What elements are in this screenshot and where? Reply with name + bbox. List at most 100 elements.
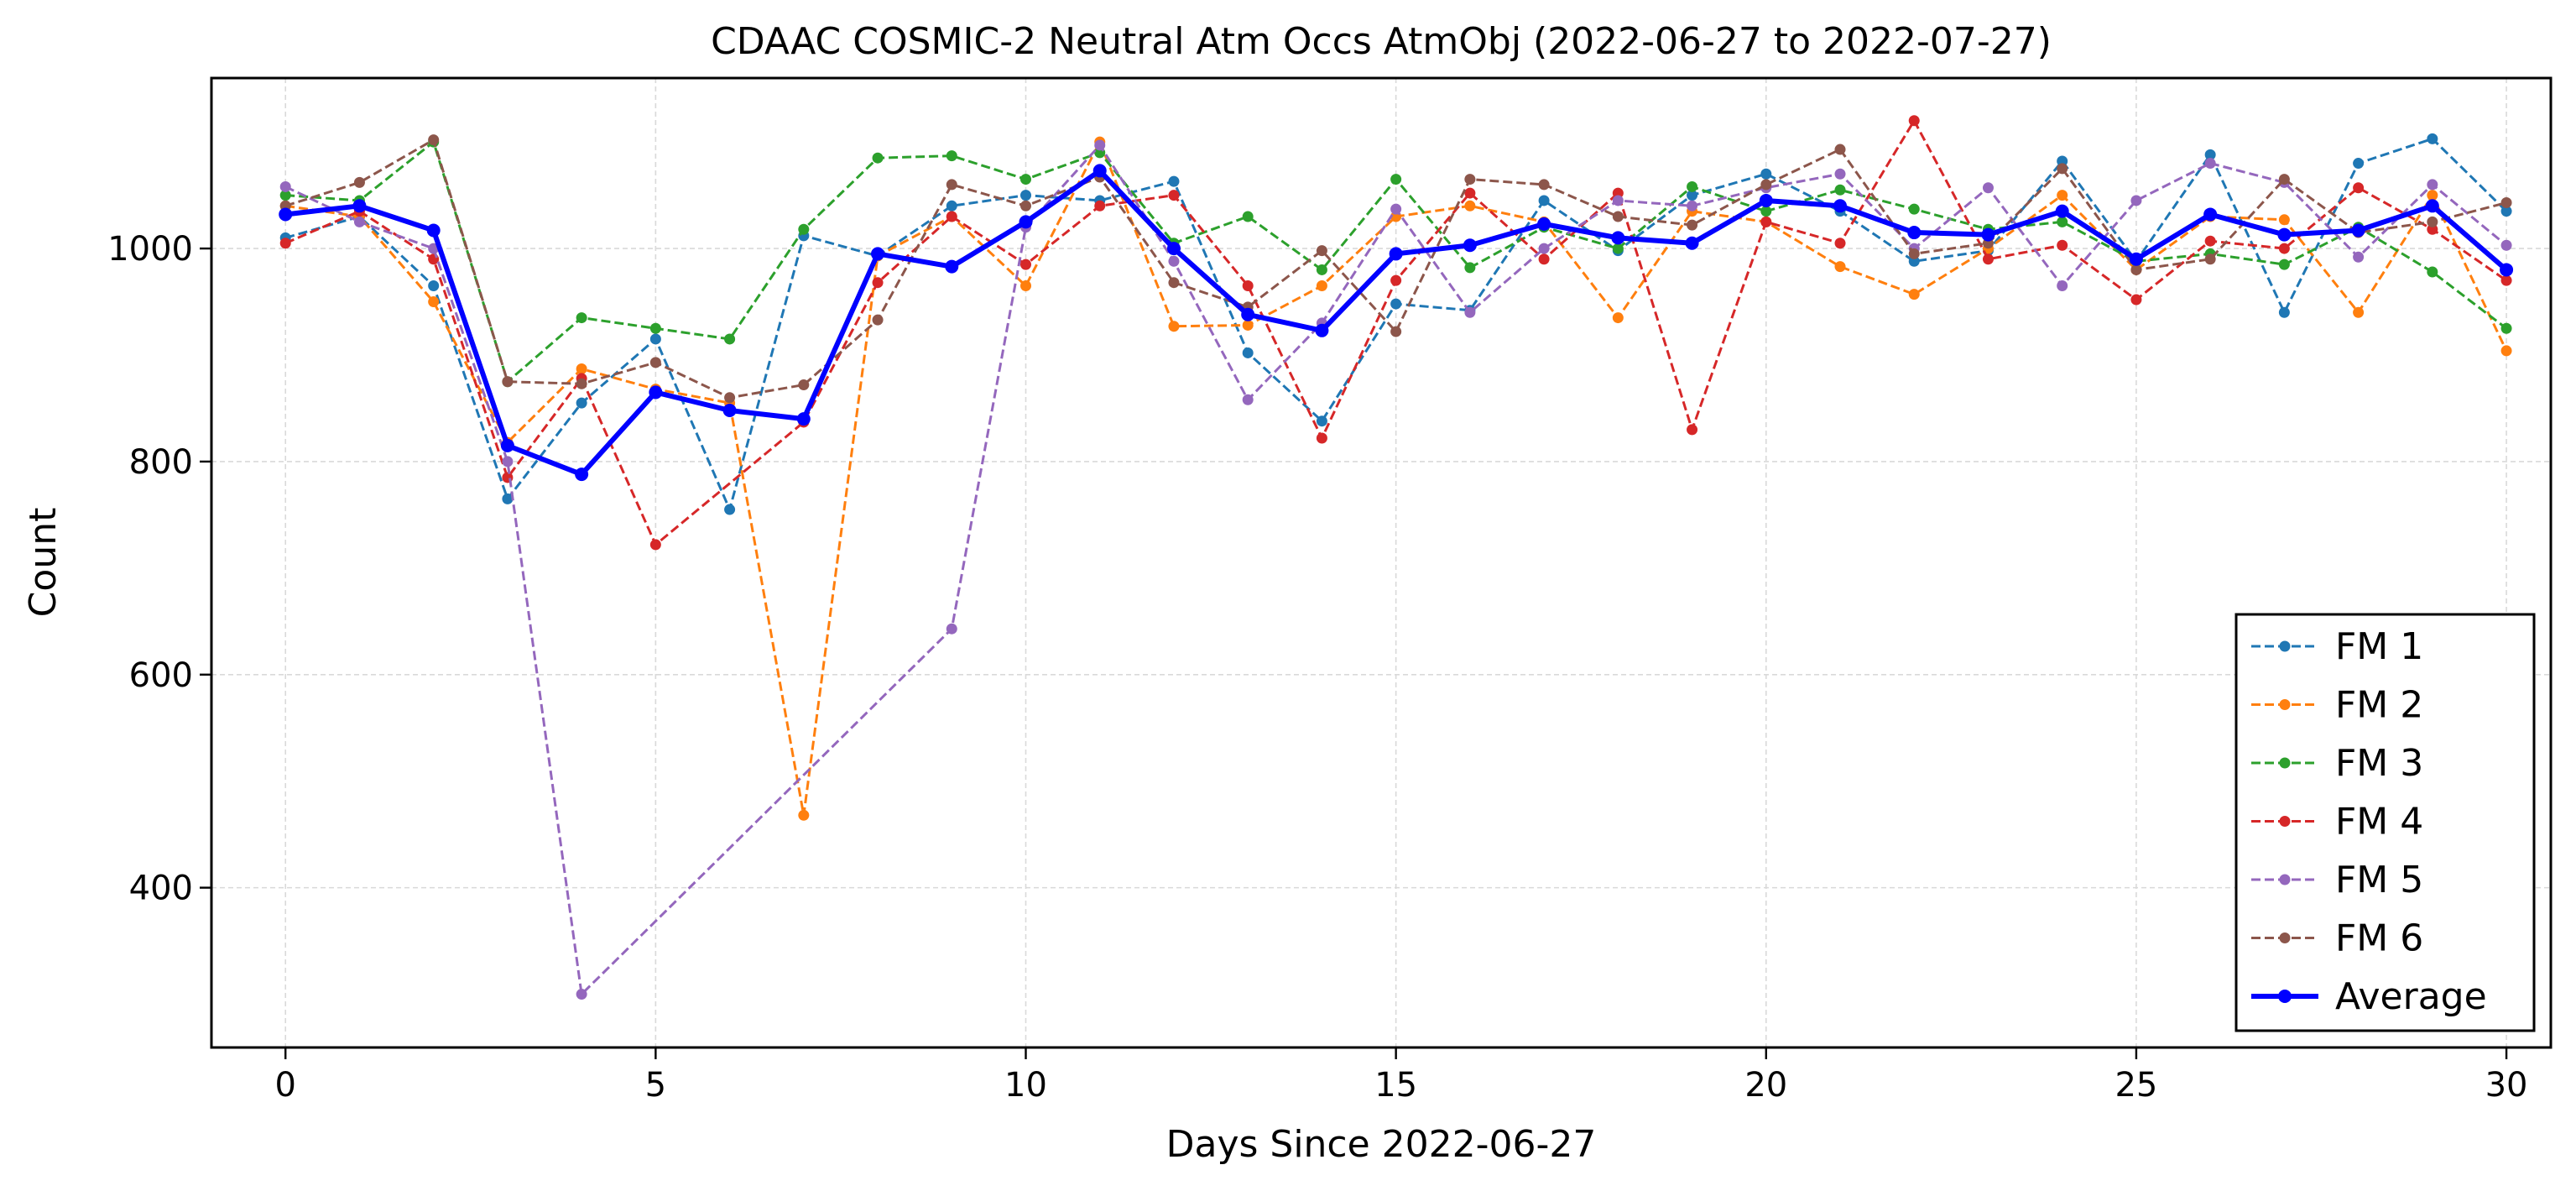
data-point (576, 397, 587, 409)
data-point (2057, 155, 2068, 167)
data-point (2353, 251, 2365, 263)
data-point (1168, 255, 1180, 267)
data-point (2204, 253, 2216, 265)
y-tick-label: 800 (129, 443, 193, 482)
data-point (2130, 264, 2142, 275)
y-tick-label: 1000 (107, 230, 193, 269)
data-point (946, 150, 957, 162)
data-point (502, 493, 514, 504)
data-point (2500, 263, 2514, 277)
data-point (352, 199, 367, 213)
x-tick-label: 30 (2485, 1066, 2528, 1105)
data-point (1094, 139, 1106, 151)
data-point (1612, 187, 1624, 199)
data-point (1316, 280, 1327, 291)
data-point (576, 363, 587, 374)
data-point (1908, 289, 1920, 300)
legend-item: Average (2251, 975, 2487, 1018)
data-point (1464, 200, 1476, 212)
data-point (2353, 306, 2365, 318)
data-point (2057, 216, 2068, 227)
legend-marker (2278, 990, 2292, 1003)
data-point (2204, 149, 2216, 160)
data-point (1389, 247, 1403, 261)
x-tick-label: 5 (645, 1066, 666, 1105)
data-point (1687, 180, 1698, 192)
data-point (2204, 235, 2216, 247)
data-point (1019, 215, 1033, 229)
data-point (2427, 266, 2438, 278)
data-point (1538, 195, 1550, 206)
data-point (724, 392, 736, 404)
data-point (2130, 294, 2142, 306)
legend-item: FM 5 (2251, 859, 2423, 901)
data-point (2277, 227, 2292, 242)
data-point (1982, 253, 1994, 265)
data-point (1316, 432, 1327, 444)
data-point (649, 322, 661, 334)
data-point (1242, 319, 1254, 331)
x-tick-label: 15 (1374, 1066, 1417, 1105)
legend-item: FM 2 (2251, 684, 2423, 727)
data-point (1687, 200, 1698, 212)
legend-marker (2279, 932, 2291, 943)
series-line (285, 140, 2508, 817)
data-point (1760, 179, 1772, 191)
legend-label: FM 6 (2335, 917, 2423, 960)
legend-label: FM 4 (2335, 801, 2423, 844)
data-point (2427, 223, 2438, 235)
data-point (2278, 174, 2290, 185)
data-point (1908, 203, 1920, 215)
data-point (2500, 197, 2512, 208)
y-tick-label: 400 (129, 870, 193, 908)
chart-title: CDAAC COSMIC-2 Neutral Atm Occs AtmObj (… (711, 20, 2052, 63)
data-point (1612, 211, 1624, 222)
data-point (428, 134, 440, 146)
legend-label: FM 1 (2335, 625, 2423, 668)
data-point (1168, 321, 1180, 332)
data-point (1020, 280, 1032, 291)
data-point (428, 280, 440, 291)
data-point (1020, 259, 1032, 270)
data-point (1612, 312, 1624, 324)
data-point (2057, 239, 2068, 251)
data-point (1168, 277, 1180, 289)
data-point (724, 333, 736, 345)
data-point (279, 207, 293, 222)
data-point (2057, 280, 2068, 291)
data-point (872, 277, 884, 289)
legend-item: FM 3 (2251, 742, 2423, 785)
data-point (1390, 274, 1402, 286)
data-point (1464, 174, 1476, 185)
data-point (2425, 199, 2439, 213)
data-point (1760, 168, 1772, 180)
data-point (2353, 182, 2365, 194)
data-point (426, 223, 441, 238)
data-point (502, 456, 514, 468)
data-point (1316, 415, 1327, 427)
data-point (1464, 187, 1476, 199)
data-point (2278, 243, 2290, 254)
data-point (798, 379, 810, 391)
legend-marker (2279, 757, 2291, 769)
legend-item: FM 1 (2251, 625, 2423, 668)
y-axis-label: Count (22, 508, 65, 618)
data-point (2129, 252, 2143, 266)
y-tick-label: 600 (129, 656, 193, 695)
data-point (353, 216, 365, 227)
data-point (1168, 190, 1180, 201)
data-point (798, 809, 810, 821)
data-point (1759, 193, 1773, 207)
data-point (1611, 231, 1625, 245)
data-point (1242, 347, 1254, 358)
data-point (1168, 175, 1180, 187)
x-tick-label: 25 (2115, 1066, 2157, 1105)
data-point (872, 152, 884, 164)
data-point (1242, 280, 1254, 291)
data-point (1463, 238, 1477, 253)
data-point (1242, 211, 1254, 222)
data-point (1834, 238, 1846, 249)
data-point (946, 211, 957, 222)
data-point (2057, 163, 2068, 175)
data-point (1908, 248, 1920, 259)
